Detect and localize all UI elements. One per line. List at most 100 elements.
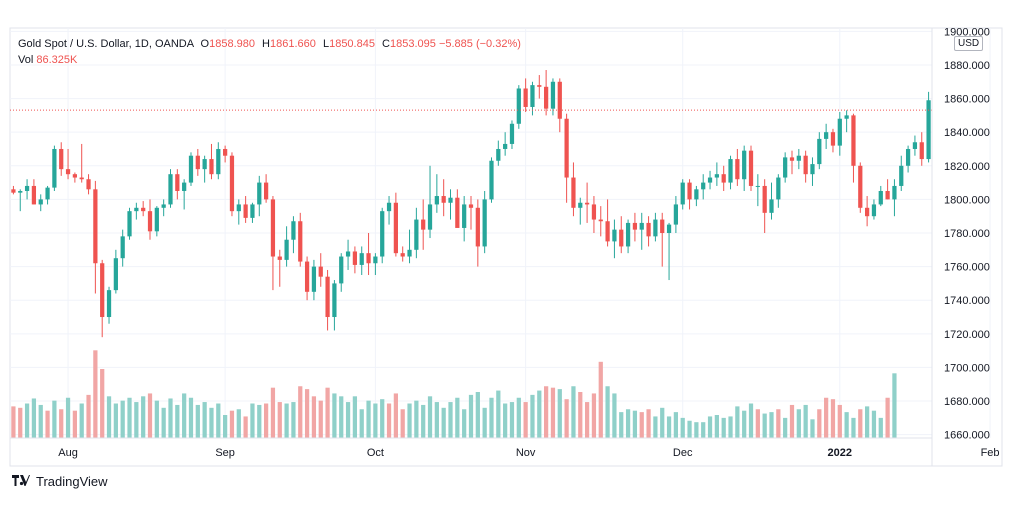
candle <box>748 145 754 191</box>
candle <box>291 216 296 254</box>
candle-body <box>687 182 692 200</box>
candle <box>325 269 330 331</box>
volume-bar <box>113 403 118 438</box>
candle-body <box>31 185 37 205</box>
candle-body <box>182 182 187 191</box>
price-tick-label: 1860.000 <box>944 94 990 106</box>
candle <box>509 120 515 149</box>
candle <box>482 190 487 254</box>
candle <box>926 91 931 163</box>
volume-bar <box>776 409 781 438</box>
tradingview-logo-icon <box>12 474 30 489</box>
candle-body <box>871 204 877 217</box>
volume-label[interactable]: Vol <box>18 54 34 66</box>
candle-body <box>448 197 453 203</box>
candle-body <box>386 202 392 212</box>
candle <box>216 142 221 180</box>
volume-bar <box>769 412 774 438</box>
volume-bar <box>871 410 877 438</box>
candle <box>899 155 904 191</box>
candle <box>386 196 392 225</box>
candle-body <box>919 142 924 160</box>
candle <box>660 212 665 267</box>
time-axis[interactable]: Aug Sep Oct Nov Dec 2022 Feb <box>58 447 999 459</box>
volume-bar <box>386 403 392 438</box>
time-tick-label: Dec <box>673 447 693 459</box>
candle-body <box>93 189 98 264</box>
price-tick-label: 1800.000 <box>944 194 990 206</box>
candle <box>919 132 924 166</box>
volume-bar <box>161 407 166 438</box>
candle <box>202 155 207 183</box>
candle <box>45 185 50 205</box>
candle <box>441 179 446 217</box>
time-tick-label: Oct <box>367 447 384 459</box>
candle-body <box>175 174 180 191</box>
volume-bar <box>18 407 23 438</box>
candle-body <box>830 132 836 146</box>
candle <box>687 179 692 210</box>
volume-bar <box>550 387 556 438</box>
volume-bar <box>591 393 597 438</box>
candle <box>830 128 836 153</box>
candle <box>182 179 187 210</box>
volume-bar <box>701 422 706 438</box>
candle <box>707 170 713 190</box>
price-tick-label: 1680.000 <box>944 396 990 408</box>
volume-bar <box>209 407 214 438</box>
symbol-label[interactable]: Gold Spot / U.S. Dollar, 1D, OANDA <box>18 38 194 50</box>
volume-bar <box>639 412 644 438</box>
candle-body <box>318 266 323 277</box>
candle-body <box>899 165 904 186</box>
candle <box>284 226 289 267</box>
volume-value: 86.325K <box>36 54 78 66</box>
candle-body <box>366 253 371 264</box>
candle-body <box>639 222 644 230</box>
candle <box>892 179 897 217</box>
candle <box>516 85 521 129</box>
candle-body <box>277 256 282 260</box>
candle <box>796 148 801 170</box>
candle-body <box>646 222 651 237</box>
candle-body <box>147 211 153 232</box>
candle <box>584 182 590 223</box>
volume-bar <box>523 402 528 438</box>
candle-body <box>393 202 398 254</box>
price-tick-label: 1900.000 <box>944 26 990 38</box>
candle <box>106 286 112 324</box>
brand[interactable]: TradingView <box>12 474 108 489</box>
candle-body <box>673 204 679 225</box>
currency-badge[interactable]: USD <box>954 36 984 51</box>
candle-body <box>550 81 556 109</box>
legend-main-line: Gold Spot / U.S. Dollar, 1D, OANDA O1858… <box>18 36 521 52</box>
low-key: L <box>322 38 330 50</box>
volume-bar <box>257 404 262 438</box>
volume-bar <box>106 396 112 438</box>
candle-body <box>878 190 883 205</box>
price-axis[interactable]: 1660.000 1680.000 1700.000 1720.000 1740.000… <box>944 26 990 441</box>
candle-body <box>38 199 43 205</box>
volume-bar <box>311 396 317 438</box>
candle <box>188 152 194 186</box>
candle <box>694 185 699 207</box>
time-tick-label: Aug <box>58 447 78 459</box>
candle-body <box>195 155 200 170</box>
volume-bar <box>59 409 64 438</box>
candle <box>250 202 255 223</box>
candle-body <box>161 204 166 208</box>
volume-bar <box>489 397 494 438</box>
candle-body <box>653 219 658 237</box>
candle-body <box>304 261 310 292</box>
candle-body <box>905 148 911 166</box>
candle-body <box>530 85 535 107</box>
candle <box>120 229 125 267</box>
candle <box>277 249 282 287</box>
candle-body <box>544 86 549 109</box>
candle-body <box>441 196 446 203</box>
candle-body <box>824 132 829 139</box>
candle <box>762 179 767 233</box>
volume-bar <box>72 410 77 438</box>
candle-body <box>24 185 30 191</box>
candle <box>52 145 57 191</box>
